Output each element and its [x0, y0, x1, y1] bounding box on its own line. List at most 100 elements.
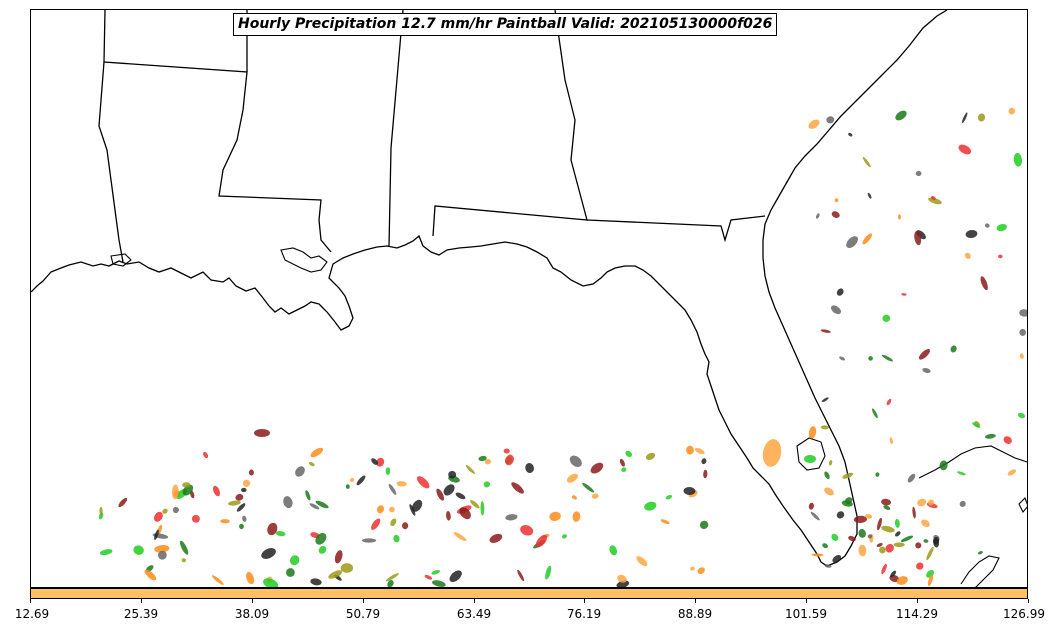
paintball-blob [401, 522, 409, 530]
map-canvas [31, 10, 1027, 587]
paintball-blob [928, 499, 935, 506]
paintball-blob [453, 532, 467, 542]
paintball-blob [883, 505, 891, 511]
paintball-blob [830, 305, 842, 315]
state-boundary [98, 61, 124, 263]
paintball-blob [848, 132, 853, 137]
paintball-blob [834, 198, 839, 203]
paintball-blob [561, 534, 567, 539]
paintball-blob [848, 535, 856, 542]
paintball-blob [236, 503, 246, 512]
paintball-blob [349, 478, 355, 483]
paintball-blob [686, 445, 694, 455]
paintball-blob [503, 448, 510, 454]
paintball-blob [1019, 353, 1024, 359]
paintball-blob [868, 356, 873, 361]
paintball-blob [660, 519, 670, 525]
paintball-blob [831, 533, 839, 541]
paintball-blob [154, 529, 159, 541]
paintball-blob [958, 144, 972, 155]
paintball-blob [590, 462, 604, 474]
colorbar-tick-label: 63.49 [456, 607, 492, 621]
paintball-blob [345, 484, 350, 489]
paintball-blob [665, 495, 673, 500]
paintball-blob [762, 439, 782, 467]
paintball-blob [310, 578, 322, 586]
paintball-blob [361, 538, 377, 543]
paintball-blob [424, 574, 433, 580]
colorbar-tick-label: 12.69 [14, 607, 50, 621]
paintball-blob [832, 554, 842, 563]
paintball-blob [1003, 436, 1012, 444]
colorbar-tick-label: 88.89 [677, 607, 713, 621]
paintball-blob [916, 562, 924, 570]
paintball-blob [191, 514, 200, 523]
paintball-blob [376, 505, 385, 514]
paintball-blob [393, 534, 400, 543]
paintball-blob [889, 437, 893, 445]
lake-okeechobee [796, 437, 826, 471]
paintball-blob [572, 511, 581, 522]
state-boundary [432, 10, 588, 237]
paintball-blob [858, 544, 867, 557]
paintball-blob [912, 506, 916, 519]
paintball-blob [545, 565, 552, 580]
paintball-blob [965, 229, 978, 239]
paintball-blob [309, 503, 320, 510]
paintball-blob [525, 463, 534, 473]
paintball-blob [977, 550, 983, 555]
paintball-blob [505, 454, 514, 466]
paintball-blob [566, 473, 578, 483]
island-outline [918, 445, 1027, 479]
paintball-blob [972, 422, 981, 428]
paintball-blob [182, 482, 191, 488]
paintball-blob [328, 570, 343, 579]
paintball-blob [836, 288, 844, 296]
paintball-blob [153, 511, 163, 522]
paintball-blob [697, 567, 705, 575]
paintball-blob [815, 213, 820, 219]
paintball-blob [826, 116, 835, 124]
paintball-blob [517, 569, 525, 582]
colorbar-tick [695, 599, 696, 603]
paintball-blob [881, 563, 887, 575]
paintball-blob [619, 458, 625, 467]
paintball-blob [881, 354, 893, 362]
paintball-blob [569, 455, 582, 468]
colorbar-tick [1028, 599, 1029, 603]
paintball-blob [923, 539, 929, 543]
paintball-blob [470, 500, 480, 509]
paintball-blob [318, 546, 327, 554]
paintball-blob [811, 553, 824, 557]
paintball-blob [893, 542, 905, 548]
paintball-blob [694, 447, 705, 455]
paintball-blob [881, 525, 895, 533]
paintball-blob [625, 450, 633, 458]
paintball-blob [810, 511, 820, 521]
paintball-blob [933, 538, 940, 548]
paintball-blob [921, 519, 930, 528]
paintball-blob [480, 501, 485, 516]
paintball-blob [267, 522, 278, 536]
paintball-blob [455, 492, 466, 500]
map-title: Hourly Precipitation 12.7 mm/hr Paintbal… [233, 13, 778, 36]
paintball-blob [867, 192, 872, 199]
paintball-blob [683, 486, 696, 496]
map-panel [30, 9, 1028, 588]
colorbar [30, 588, 1028, 599]
colorbar-tick [917, 599, 918, 603]
paintball-blob [901, 293, 907, 296]
paintball-blob [877, 517, 882, 531]
paintball-blob [1017, 412, 1026, 419]
paintball-blob [977, 113, 986, 122]
paintball-blob [371, 458, 379, 465]
paintball-blob [483, 481, 491, 488]
island-outline [960, 555, 1000, 587]
paintball-blob [703, 469, 708, 479]
precipitation-paintballs [98, 107, 1027, 587]
paintball-blob [254, 429, 270, 437]
paintball-blob [511, 482, 524, 494]
paintball-blob [820, 425, 829, 430]
paintball-blob [984, 223, 990, 228]
paintball-blob [520, 525, 534, 536]
